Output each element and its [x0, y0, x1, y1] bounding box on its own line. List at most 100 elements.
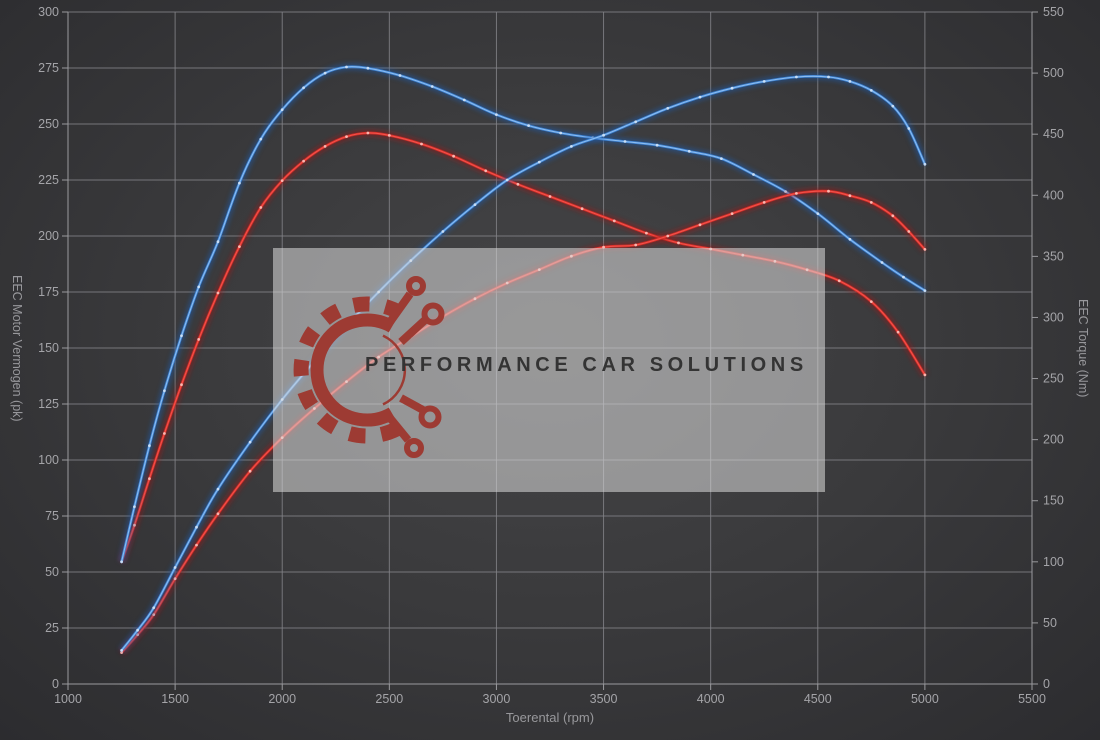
left-axis-tick-label: 0 — [52, 677, 59, 691]
right-axis-title: EEC Torque (Nm) — [1076, 298, 1090, 398]
data-point-marker — [505, 178, 509, 182]
left-axis-tick-label: 300 — [38, 5, 59, 19]
data-point-marker — [180, 383, 183, 387]
data-point-marker — [645, 231, 648, 235]
data-point-marker — [148, 477, 151, 481]
data-point-marker — [655, 143, 659, 147]
data-point-marker — [896, 330, 900, 334]
data-point-marker — [869, 89, 873, 92]
right-axis-tick-label: 150 — [1043, 494, 1064, 508]
data-point-marker — [923, 289, 927, 292]
data-point-marker — [120, 560, 123, 564]
data-point-marker — [666, 106, 670, 110]
left-axis-title: EEC Motor Vermogen (pk) — [10, 274, 24, 422]
data-point-marker — [216, 487, 220, 491]
data-point-marker — [698, 95, 702, 99]
data-point-marker — [173, 577, 177, 581]
data-point-marker — [527, 124, 530, 127]
data-point-marker — [120, 649, 123, 652]
data-point-marker — [216, 291, 220, 295]
data-point-marker — [280, 179, 284, 183]
data-point-marker — [366, 131, 370, 135]
data-point-marker — [816, 212, 820, 216]
left-axis-tick-label: 25 — [45, 621, 59, 635]
data-point-marker — [441, 230, 445, 233]
data-point-marker — [238, 181, 241, 185]
x-axis-tick-label: 5000 — [911, 692, 939, 706]
data-point-marker — [720, 157, 723, 161]
data-point-marker — [248, 440, 252, 444]
data-point-marker — [752, 173, 755, 176]
data-point-marker — [323, 145, 327, 148]
data-point-marker — [923, 248, 927, 251]
data-point-marker — [216, 240, 220, 244]
left-axis-tick-label: 150 — [38, 341, 59, 355]
gear-circuit-logo-icon — [293, 276, 445, 458]
data-point-marker — [323, 71, 327, 75]
data-point-marker — [537, 160, 541, 164]
data-point-marker — [163, 432, 166, 435]
data-point-marker — [302, 159, 305, 163]
right-axis-tick-label: 300 — [1043, 310, 1064, 324]
data-point-marker — [698, 223, 702, 227]
data-point-marker — [280, 108, 284, 112]
data-point-marker — [634, 243, 638, 247]
data-point-marker — [302, 86, 305, 90]
data-point-marker — [891, 214, 895, 218]
data-point-marker — [869, 201, 873, 204]
data-point-marker — [677, 241, 680, 245]
data-point-marker — [148, 444, 151, 448]
data-point-marker — [602, 245, 605, 249]
data-point-marker — [430, 85, 434, 88]
data-point-marker — [902, 275, 905, 279]
data-point-marker — [907, 230, 911, 233]
data-point-marker — [827, 189, 830, 193]
axes — [62, 11, 1038, 690]
data-point-marker — [259, 206, 263, 209]
x-axis-tick-label: 1500 — [161, 692, 189, 706]
series-power-blue-curve — [118, 72, 929, 653]
series-torque-blue-curve — [118, 63, 927, 564]
data-point-marker — [163, 389, 166, 393]
data-point-marker — [173, 566, 177, 569]
data-point-marker — [580, 207, 584, 211]
data-point-marker — [473, 203, 477, 207]
right-axis-tick-label: 0 — [1043, 677, 1050, 691]
right-axis-tick-label: 250 — [1043, 372, 1064, 386]
left-axis-tick-label: 50 — [45, 565, 59, 579]
data-point-marker — [923, 162, 927, 166]
data-point-marker — [120, 651, 123, 654]
watermark-brand-text: PERFORMANCE CAR SOLUTIONS — [365, 354, 808, 376]
x-axis-tick-label: 2500 — [375, 692, 403, 706]
data-point-marker — [762, 80, 766, 83]
data-point-marker — [484, 169, 488, 173]
x-axis-tick-label: 5500 — [1018, 692, 1046, 706]
data-point-marker — [387, 134, 391, 137]
data-point-marker — [216, 512, 220, 516]
x-axis-tick-label: 2000 — [268, 692, 296, 706]
data-point-marker — [612, 219, 616, 223]
data-point-marker — [869, 300, 873, 303]
x-axis-tick-label: 3500 — [590, 692, 618, 706]
data-point-marker — [795, 75, 798, 79]
data-point-marker — [462, 98, 466, 102]
data-point-marker — [238, 245, 241, 249]
data-point-marker — [848, 194, 852, 198]
x-axis-tick-label: 3000 — [483, 692, 511, 706]
data-point-marker — [666, 234, 670, 238]
data-point-marker — [570, 145, 573, 148]
data-point-marker — [634, 120, 638, 124]
right-axis-tick-label: 50 — [1043, 616, 1057, 630]
data-point-marker — [880, 261, 884, 264]
x-axis-tick-label: 4500 — [804, 692, 832, 706]
data-point-marker — [923, 373, 927, 377]
data-point-marker — [197, 338, 201, 341]
right-axis-tick-label: 350 — [1043, 249, 1064, 263]
data-point-marker — [837, 279, 841, 283]
data-point-marker — [195, 525, 198, 529]
data-point-marker — [133, 505, 136, 509]
data-point-marker — [495, 113, 498, 116]
left-axis-tick-label: 75 — [45, 509, 59, 523]
data-point-marker — [602, 133, 605, 137]
data-point-marker — [195, 543, 198, 547]
